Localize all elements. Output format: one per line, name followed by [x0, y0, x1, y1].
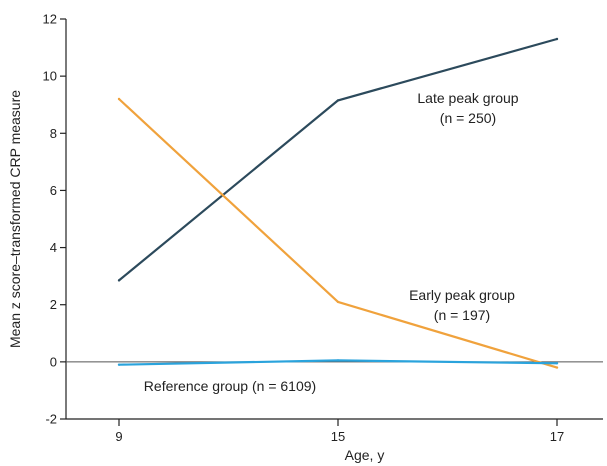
y-tick-label: 10 [43, 69, 57, 84]
x-tick-label: 17 [550, 429, 564, 444]
series-labels: Late peak group (n = 250) Early peak group… [144, 90, 519, 394]
series-point-early [336, 300, 340, 304]
y-tick-label: 12 [43, 12, 57, 27]
series-label-early: (n = 197) [434, 307, 490, 323]
series-line-early [118, 98, 558, 369]
series-point-late [336, 99, 340, 102]
series-label-early: Early peak group [409, 287, 515, 303]
y-tick-label: 8 [50, 126, 57, 141]
y-tick-label: 2 [50, 297, 57, 312]
series-layer [117, 37, 559, 369]
y-axis-title: Mean z score–transformed CRP measure [7, 90, 23, 348]
x-tick-label: 15 [331, 429, 345, 444]
y-tick-label: 0 [50, 354, 57, 369]
y-tick-label: 6 [50, 183, 57, 198]
y-axis: -2 0 2 4 6 8 10 12 [43, 12, 603, 427]
x-axis: 9 15 17 [66, 418, 603, 444]
series-point-early [555, 366, 559, 369]
y-tick-label: 4 [50, 240, 57, 255]
series-label-reference: Reference group (n = 6109) [144, 378, 316, 394]
y-tick-label: -2 [45, 412, 57, 427]
series-label-late: Late peak group [417, 90, 518, 106]
series-label-late: (n = 250) [440, 110, 496, 126]
series-point-reference [336, 359, 340, 362]
series-point-reference [117, 363, 121, 366]
x-axis-title: Age, y [345, 447, 385, 463]
x-tick-label: 9 [115, 429, 122, 444]
series-point-late [555, 37, 559, 41]
series-point-reference [555, 362, 559, 365]
series-point-early [117, 97, 121, 101]
series-point-late [117, 279, 121, 282]
